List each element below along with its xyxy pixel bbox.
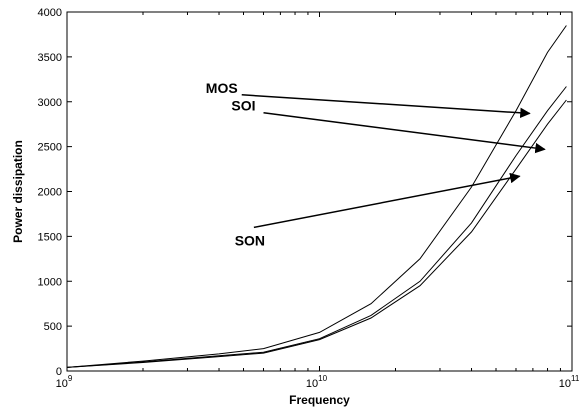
y-tick-label: 2500 [38, 142, 62, 154]
x-tick-label: 1011 [559, 374, 580, 390]
y-tick-label: 500 [44, 321, 62, 333]
series-line-soi [66, 86, 567, 368]
y-tick-label: 4000 [38, 7, 62, 19]
x-tick-base: 10 [559, 378, 571, 390]
x-tick-label: 1010 [306, 374, 328, 390]
x-axis-label: Frequency [289, 393, 350, 407]
y-tick-label: 3500 [38, 52, 62, 64]
annotation-label-soi: SOI [231, 98, 255, 114]
annotations: MOS SOI SON [206, 80, 546, 248]
series-line-mos [66, 25, 567, 368]
annotation-arrow-soi [263, 111, 546, 154]
annotation-label-mos: MOS [206, 80, 238, 96]
x-tick-label: 109 [56, 374, 73, 390]
y-tick-label: 1500 [38, 231, 62, 243]
axis-labels: Frequency Power dissipation [11, 140, 350, 407]
x-tick-exponent: 9 [68, 374, 73, 383]
y-tick-label: 0 [56, 366, 62, 378]
x-tick-base: 10 [306, 378, 318, 390]
annotation-arrow-son [253, 172, 521, 229]
y-tick-label: 3000 [38, 97, 62, 109]
annotation-arrow-mos [241, 94, 531, 119]
y-axis-label: Power dissipation [11, 140, 25, 243]
x-tick-exponent: 10 [318, 374, 327, 383]
annotation-label-son: SON [235, 232, 265, 248]
plot-frame [66, 11, 573, 372]
x-tick-base: 10 [56, 378, 68, 390]
series-lines [66, 25, 567, 368]
y-tick-label: 2000 [38, 187, 62, 199]
x-tick-exponent: 11 [571, 374, 580, 383]
series-line-son [66, 99, 567, 368]
y-tick-label: 1000 [38, 276, 62, 288]
